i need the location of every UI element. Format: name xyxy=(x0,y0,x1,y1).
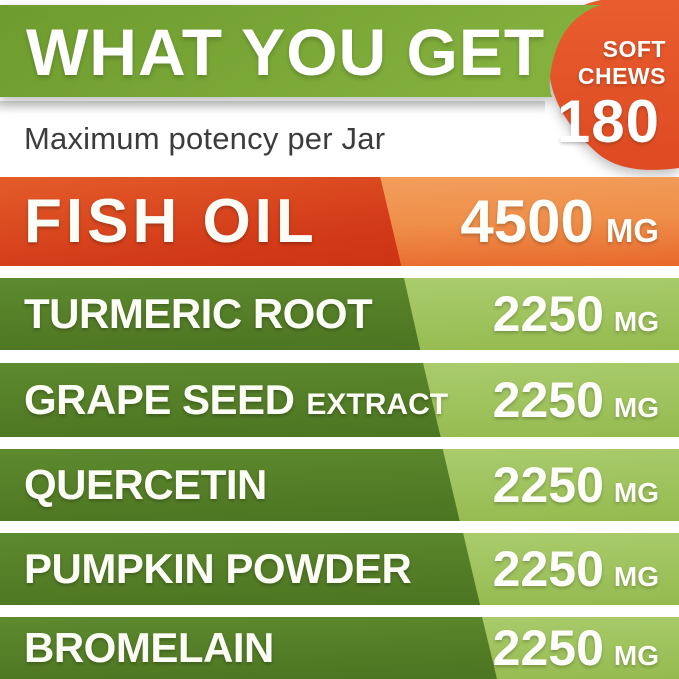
ingredient-amount: 2250 MG xyxy=(493,363,659,437)
amount-unit: MG xyxy=(613,561,659,592)
ingredient-row-grape-seed: GRAPE SEED EXTRACT 2250 MG xyxy=(0,363,679,437)
row-value-panel xyxy=(380,177,679,266)
header-banner-art xyxy=(0,0,679,170)
soft-chews-badge-shape xyxy=(548,0,679,170)
ingredient-name-suffix: EXTRACT xyxy=(306,388,449,421)
badge-line-soft: SOFT xyxy=(602,36,666,62)
ingredient-name: FISH OIL xyxy=(24,177,318,266)
ingredient-row-fish-oil: FISH OIL 4500 MG xyxy=(0,177,679,266)
page-title: WHAT YOU GET xyxy=(26,14,546,89)
banner-shadow xyxy=(0,101,545,114)
amount-unit: MG xyxy=(605,212,659,249)
ingredient-name: PUMPKIN POWDER xyxy=(24,533,412,605)
ingredient-amount: 2250 MG xyxy=(493,533,659,605)
ingredient-amount: 2250 MG xyxy=(493,278,659,350)
ingredient-name: BROMELAIN xyxy=(24,617,274,679)
amount-unit: MG xyxy=(613,640,659,671)
chew-count: 180 xyxy=(556,88,660,156)
amount-unit: MG xyxy=(613,306,659,337)
ingredient-amount: 2250 MG xyxy=(493,617,659,679)
ingredient-name-text: FISH OIL xyxy=(24,187,318,256)
subtitle-wrap: Maximum potency per Jar xyxy=(24,101,385,177)
amount-value: 2250 xyxy=(492,541,604,597)
ingredient-name-text: PUMPKIN POWDER xyxy=(24,545,412,592)
amount-unit: MG xyxy=(613,477,659,508)
header-section: WHAT YOU GET SOFT CHEWS 180 Maximum pote… xyxy=(0,0,679,177)
soft-chews-badge: SOFT CHEWS 180 xyxy=(557,36,666,152)
row-value-panel xyxy=(463,533,679,605)
badge-line-chews: CHEWS xyxy=(577,63,666,90)
row-value-panel xyxy=(442,449,679,521)
row-value-panel xyxy=(482,617,679,679)
amount-value: 2250 xyxy=(492,286,604,342)
potency-subtitle: Maximum potency per Jar xyxy=(24,121,386,156)
row-value-panel xyxy=(404,278,679,350)
ingredient-name: GRAPE SEED EXTRACT xyxy=(24,363,448,437)
ingredient-row-pumpkin: PUMPKIN POWDER 2250 MG xyxy=(0,533,679,605)
row-value-panel xyxy=(423,363,679,437)
amount-unit: MG xyxy=(613,392,659,423)
ingredient-name-text: TURMERIC ROOT xyxy=(24,290,373,337)
amount-value: 2250 xyxy=(492,620,604,676)
ingredient-name-text: QUERCETIN xyxy=(24,461,267,508)
ingredient-name-text: BROMELAIN xyxy=(24,624,274,671)
ingredient-name: TURMERIC ROOT xyxy=(24,278,373,350)
amount-value: 2250 xyxy=(492,457,604,513)
green-banner-shape xyxy=(0,5,601,97)
ingredient-amount: 4500 MG xyxy=(460,177,659,266)
ingredient-row-quercetin: QUERCETIN 2250 MG xyxy=(0,449,679,521)
ingredient-amount: 2250 MG xyxy=(493,449,659,521)
amount-value: 4500 xyxy=(460,188,594,255)
ingredient-row-turmeric: TURMERIC ROOT 2250 MG xyxy=(0,278,679,350)
ingredient-name-text: GRAPE SEED xyxy=(24,376,295,423)
ingredient-row-bromelain: BROMELAIN 2250 MG xyxy=(0,617,679,679)
ingredient-name: QUERCETIN xyxy=(24,449,267,521)
amount-value: 2250 xyxy=(492,372,604,428)
